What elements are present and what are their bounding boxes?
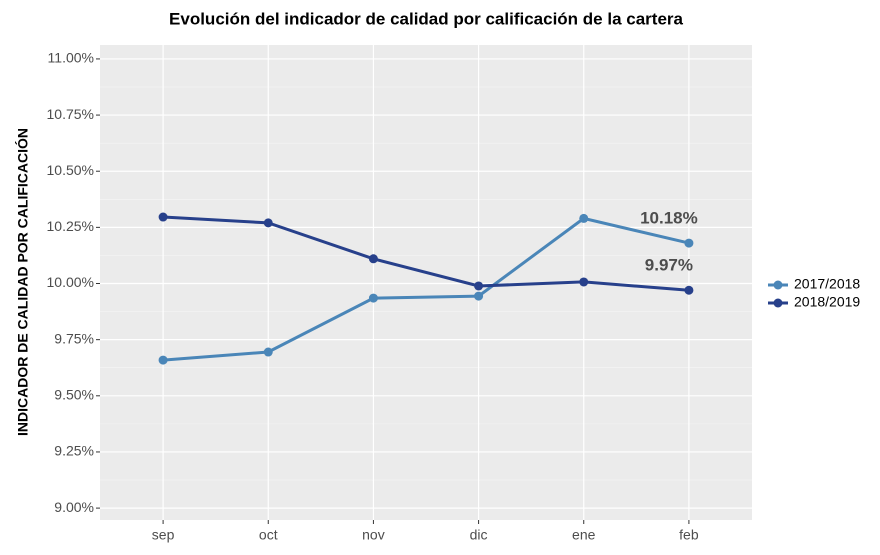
series-line — [163, 215, 690, 292]
x-tick-label: nov — [362, 527, 385, 543]
value-label: 10.18% — [640, 209, 698, 228]
point — [474, 281, 484, 291]
point — [474, 291, 484, 301]
y-tick-label: 11.00% — [48, 50, 94, 66]
point — [158, 212, 168, 222]
point — [579, 277, 589, 287]
point — [263, 218, 273, 228]
y-tick-label: 10.50% — [47, 162, 94, 178]
point — [684, 238, 694, 248]
point — [579, 213, 589, 223]
value-label: 9.97% — [645, 256, 693, 275]
chart-title: Evolución del indicador de calidad por c… — [169, 9, 683, 28]
x-tick-label: oct — [259, 527, 278, 543]
series-line — [162, 216, 690, 362]
point — [684, 285, 694, 295]
y-tick-label: 10.75% — [47, 106, 94, 122]
y-tick-label: 10.25% — [47, 218, 94, 234]
point — [368, 293, 378, 303]
y-axis-label: INDICADOR DE CALIDAD POR CALIFICACIÓN — [14, 128, 31, 436]
y-tick-label: 9.25% — [54, 443, 94, 459]
y-tick-label: 10.00% — [47, 274, 94, 290]
legend-label: 2017/2018 — [794, 276, 860, 292]
y-tick-label: 9.00% — [54, 499, 94, 515]
panel — [100, 45, 752, 520]
y-tick-label: 9.50% — [54, 387, 94, 403]
x-tick-label: ene — [572, 527, 596, 543]
x-tick-label: sep — [152, 527, 175, 543]
legend-key — [773, 298, 783, 308]
point — [158, 355, 168, 365]
x-tick-label: dic — [470, 527, 488, 543]
point — [263, 347, 273, 357]
x-tick-label: feb — [679, 527, 699, 543]
y-tick-label: 9.75% — [54, 330, 94, 346]
legend-key — [773, 280, 783, 290]
point — [368, 254, 378, 264]
legend-label: 2018/2019 — [794, 294, 860, 310]
